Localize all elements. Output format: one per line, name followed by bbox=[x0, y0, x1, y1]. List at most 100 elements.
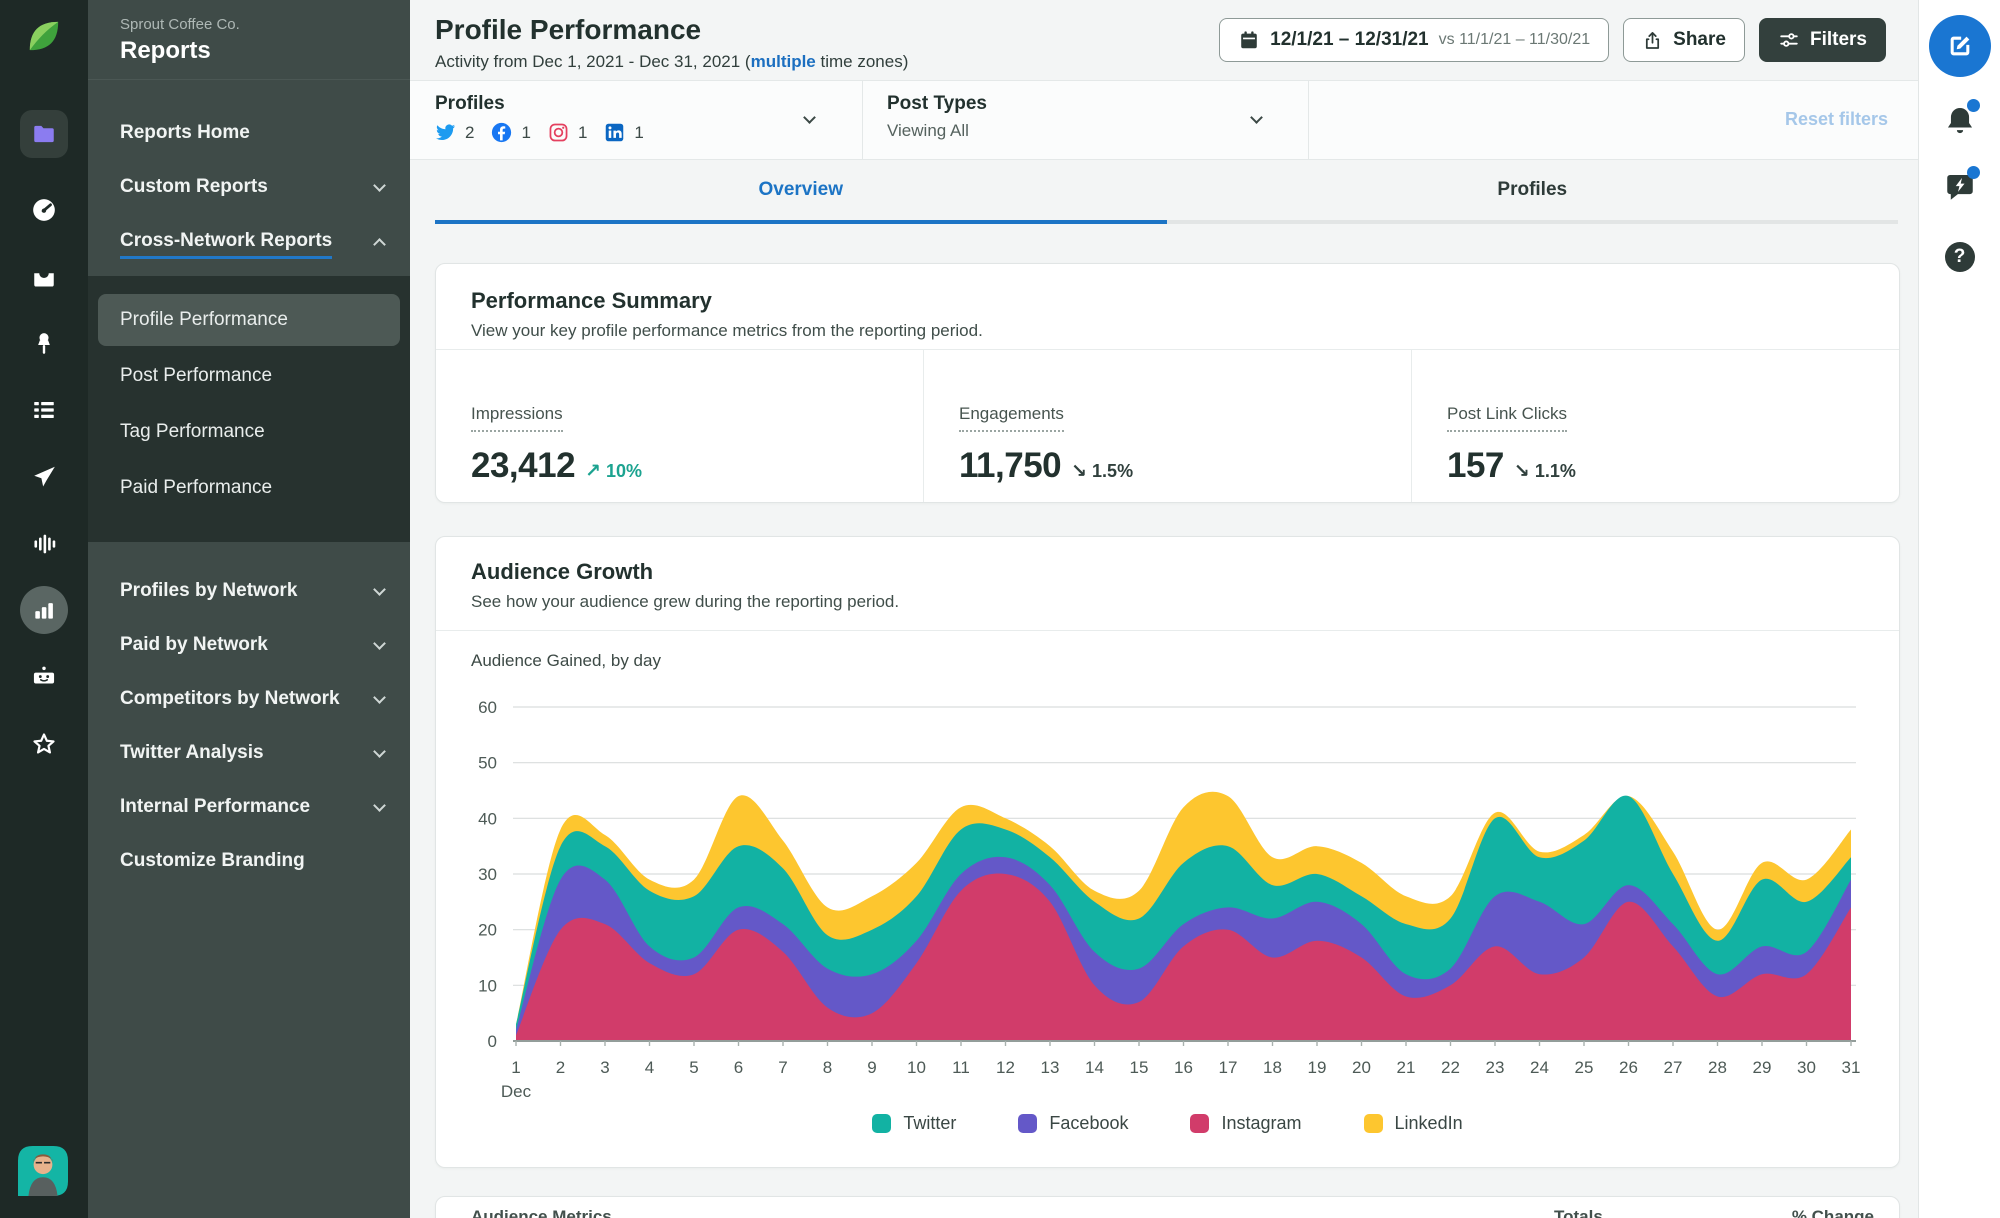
chevron-down-icon bbox=[373, 582, 386, 596]
header-actions: 12/1/21 – 12/31/21 vs 11/1/21 – 11/30/21… bbox=[1219, 18, 1886, 62]
audience-growth-card: Audience Growth See how your audience gr… bbox=[435, 536, 1900, 1168]
company-name: Sprout Coffee Co. bbox=[120, 16, 240, 33]
sidebar-subitem-tag-performance[interactable]: Tag Performance bbox=[120, 421, 265, 442]
gauge-icon[interactable] bbox=[20, 186, 68, 234]
sprout-leaf-logo[interactable] bbox=[24, 16, 64, 56]
svg-text:17: 17 bbox=[1219, 1058, 1238, 1077]
metric-change: ↘ 1.5% bbox=[1071, 461, 1134, 482]
network-twitter-count: 2 bbox=[465, 122, 475, 142]
svg-text:29: 29 bbox=[1753, 1058, 1772, 1077]
sidebar-item-cross-network-reports[interactable]: Cross-Network Reports bbox=[88, 214, 410, 268]
bell-icon[interactable] bbox=[1943, 99, 1980, 139]
date-compare-value: vs 11/1/21 – 11/30/21 bbox=[1438, 31, 1591, 48]
multiple-timezones-link[interactable]: multiple bbox=[750, 52, 816, 71]
svg-text:31: 31 bbox=[1842, 1058, 1861, 1077]
network-facebook bbox=[491, 122, 512, 143]
metric-value-row: 23,412 ↗ 10% bbox=[471, 446, 923, 486]
metric-label[interactable]: Engagements bbox=[959, 404, 1064, 432]
linkedin-icon bbox=[606, 123, 624, 142]
compose-icon[interactable] bbox=[1928, 15, 1991, 77]
svg-text:28: 28 bbox=[1708, 1058, 1727, 1077]
sliders-icon bbox=[1780, 33, 1798, 47]
svg-text:30: 30 bbox=[1797, 1058, 1816, 1077]
share-button[interactable]: Share bbox=[1623, 18, 1745, 62]
svg-text:10: 10 bbox=[478, 976, 497, 995]
pin-icon[interactable] bbox=[20, 320, 68, 368]
network-counts: 2 1 1 1 bbox=[435, 122, 862, 143]
report-tabs: Overview Profiles bbox=[435, 160, 1898, 224]
sidebar-item-twitter-analysis[interactable]: Twitter Analysis bbox=[88, 726, 410, 780]
legend-label: Twitter bbox=[903, 1113, 957, 1133]
sidebar-item-internal-performance[interactable]: Internal Performance bbox=[88, 780, 410, 834]
metric-change: ↗ 10% bbox=[585, 461, 643, 482]
tab-profiles[interactable]: Profiles bbox=[1166, 160, 1898, 224]
filter-divider bbox=[1308, 81, 1309, 159]
totals-header: Totals bbox=[1554, 1207, 1603, 1218]
network-instagram-count: 1 bbox=[577, 122, 588, 142]
sidebar-item-competitors-by-network[interactable]: Competitors by Network bbox=[88, 672, 410, 726]
robot-icon[interactable] bbox=[20, 653, 68, 701]
network-linkedin-count: 1 bbox=[634, 122, 644, 142]
inbox-icon[interactable] bbox=[20, 253, 68, 301]
svg-text:0: 0 bbox=[488, 1032, 497, 1051]
sidebar-item-label: Paid by Network bbox=[120, 634, 268, 655]
svg-text:11: 11 bbox=[952, 1058, 970, 1077]
filters-label: Filters bbox=[1809, 29, 1867, 50]
sidebar-item-label: Customize Branding bbox=[120, 850, 305, 871]
post-types-filter[interactable]: Post Types Viewing All bbox=[862, 81, 1308, 159]
svg-text:7: 7 bbox=[778, 1058, 787, 1077]
metric-label[interactable]: Post Link Clicks bbox=[1447, 404, 1567, 432]
user-avatar[interactable] bbox=[18, 1146, 68, 1196]
tab-overview[interactable]: Overview bbox=[435, 160, 1167, 224]
legend-item-instagram[interactable]: Instagram bbox=[1190, 1113, 1302, 1134]
svg-text:4: 4 bbox=[645, 1058, 654, 1077]
help-icon[interactable]: ? bbox=[1944, 242, 1975, 272]
svg-text:20: 20 bbox=[478, 921, 497, 940]
audio-wave-icon[interactable] bbox=[20, 520, 68, 568]
sidebar-subitem-post-performance[interactable]: Post Performance bbox=[120, 365, 273, 386]
svg-text:23: 23 bbox=[1486, 1058, 1505, 1077]
right-icon-rail: ? bbox=[1918, 0, 2000, 1218]
profiles-filter[interactable]: Profiles 2 1 1 1 bbox=[410, 81, 862, 159]
svg-text:6: 6 bbox=[734, 1058, 743, 1077]
date-range-button[interactable]: 12/1/21 – 12/31/21 vs 11/1/21 – 11/30/21 bbox=[1219, 18, 1610, 62]
audience-metrics-header: Audience Metrics bbox=[471, 1207, 612, 1218]
legend-item-facebook[interactable]: Facebook bbox=[1018, 1113, 1128, 1134]
sidebar-item-profiles-by-network[interactable]: Profiles by Network bbox=[88, 564, 410, 618]
paper-plane-icon[interactable] bbox=[20, 453, 68, 501]
sidebar-item-customize-branding[interactable]: Customize Branding bbox=[88, 834, 410, 888]
svg-text:24: 24 bbox=[1530, 1058, 1549, 1077]
sidebar-item-reports-home[interactable]: Reports Home bbox=[88, 106, 410, 160]
list-icon[interactable] bbox=[20, 386, 68, 434]
svg-text:14: 14 bbox=[1085, 1058, 1104, 1077]
summary-subtitle: View your key profile performance metric… bbox=[471, 321, 983, 340]
x-axis-month-label: Dec bbox=[501, 1082, 532, 1101]
reset-filters-button[interactable]: Reset filters bbox=[1784, 109, 1888, 129]
metric-label[interactable]: Impressions bbox=[471, 404, 563, 432]
sidebar-nav-top: Reports Home Custom Reports Cross-Network … bbox=[88, 80, 410, 276]
legend-item-linkedin[interactable]: LinkedIn bbox=[1363, 1113, 1463, 1134]
svg-text:19: 19 bbox=[1308, 1058, 1327, 1077]
svg-text:26: 26 bbox=[1619, 1058, 1638, 1077]
sidebar-item-label: Cross-Network Reports bbox=[120, 230, 333, 259]
notification-badge bbox=[1966, 99, 1980, 112]
metric-change: ↘ 1.1% bbox=[1513, 461, 1576, 482]
folder-icon[interactable] bbox=[20, 110, 68, 158]
star-icon[interactable] bbox=[20, 720, 68, 768]
filters-button[interactable]: Filters bbox=[1758, 18, 1886, 62]
post-types-label: Post Types bbox=[887, 93, 987, 114]
chevron-up-icon bbox=[373, 237, 386, 251]
chart-legend: Twitter Facebook Instagram LinkedIn bbox=[436, 1113, 1899, 1134]
legend-item-twitter[interactable]: Twitter bbox=[872, 1113, 956, 1134]
chevron-down-icon bbox=[373, 744, 386, 758]
sidebar-item-paid-by-network[interactable]: Paid by Network bbox=[88, 618, 410, 672]
bar-chart-icon[interactable] bbox=[20, 586, 68, 634]
sidebar-subitem-profile-performance[interactable]: Profile Performance bbox=[98, 294, 400, 346]
sidebar-subitem-paid-performance[interactable]: Paid Performance bbox=[120, 477, 273, 498]
svg-text:10: 10 bbox=[907, 1058, 926, 1077]
sidebar-item-label: Competitors by Network bbox=[120, 688, 340, 709]
sidebar-item-custom-reports[interactable]: Custom Reports bbox=[88, 160, 410, 214]
message-bolt-icon[interactable] bbox=[1943, 166, 1980, 206]
area-instagram bbox=[516, 873, 1851, 1041]
